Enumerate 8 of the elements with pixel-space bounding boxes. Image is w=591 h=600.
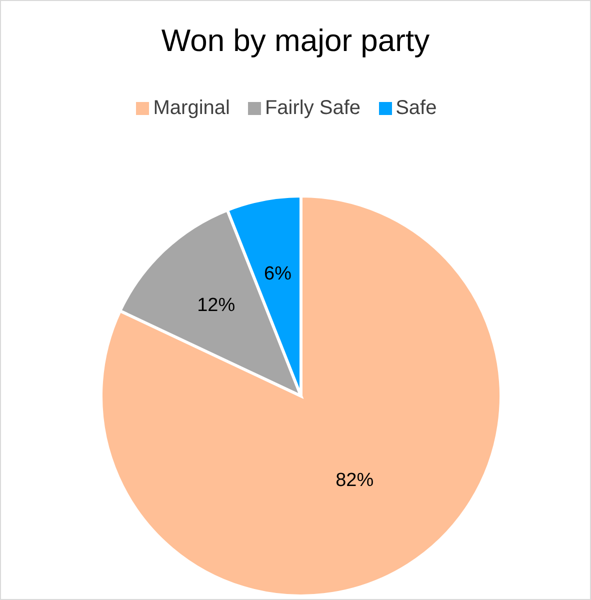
legend-label: Marginal: [153, 97, 230, 119]
data-label: 82%: [336, 470, 374, 491]
pie-slice: [100, 194, 502, 598]
chart-title: Won by major party: [160, 23, 431, 59]
data-label: 6%: [264, 264, 292, 285]
legend-label: Safe: [396, 97, 437, 119]
data-label: 12%: [197, 295, 236, 316]
legend-label: Fairly Safe: [264, 97, 361, 119]
